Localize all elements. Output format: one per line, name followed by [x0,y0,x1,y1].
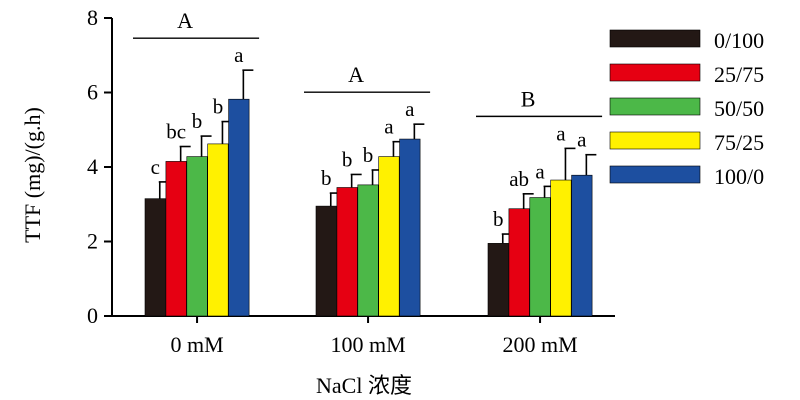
significance-letter: ab [509,167,529,191]
bar [529,197,551,317]
significance-letter: b [363,143,374,167]
group-letter: A [177,8,193,33]
group-letter: B [521,86,536,111]
significance-letter: b [342,147,353,171]
significance-letter: b [493,207,504,231]
bar [399,138,421,317]
bar [571,174,593,317]
legend-label: 75/25 [714,130,764,155]
significance-letter: a [234,43,244,67]
significance-letter: b [192,109,203,133]
significance-letter: a [535,159,545,183]
significance-letter: c [151,155,160,179]
y-tick-label: 4 [87,154,98,179]
bar [550,179,572,317]
significance-letter: a [384,115,394,139]
y-tick-label: 8 [87,5,98,30]
legend-swatch [609,63,701,82]
bar [336,187,358,317]
y-tick-label: 6 [87,80,98,105]
bar [207,143,229,317]
y-tick-label: 0 [87,303,98,328]
bar [378,156,400,317]
legend-label: 100/0 [714,164,764,189]
bar [315,205,337,317]
significance-letter: a [556,121,566,145]
legend-swatch [609,97,701,116]
bar [165,161,187,317]
bar [508,208,530,317]
legend-label: 0/100 [714,28,764,53]
group-letter: A [348,62,364,87]
group-significance: A A B [133,8,603,118]
legend-label: 25/75 [714,62,764,87]
legend-swatch [609,29,701,48]
significance-letter: a [405,97,415,121]
x-tick-label: 200 mM [502,332,577,357]
bar [487,243,509,317]
bar [186,156,208,317]
legend-swatch [609,131,701,150]
significance-letter: a [577,128,587,152]
y-axis-title: TTF (mg)/(g.h) [20,107,45,243]
x-tick-label: 0 mM [170,332,223,357]
legend-label: 50/50 [714,96,764,121]
significance-letter: b [321,166,332,190]
legend: 0/100 25/75 50/50 75/25 100/0 [609,28,764,189]
significance-letter: bc [166,120,186,144]
significance-letter: b [213,95,224,119]
x-axis-title: NaCl 浓度 [316,373,412,398]
bar [357,184,379,317]
bar [228,98,250,317]
y-tick-label: 2 [87,229,98,254]
legend-swatch [609,165,701,184]
bar [144,198,166,317]
x-tick-label: 100 mM [330,332,405,357]
